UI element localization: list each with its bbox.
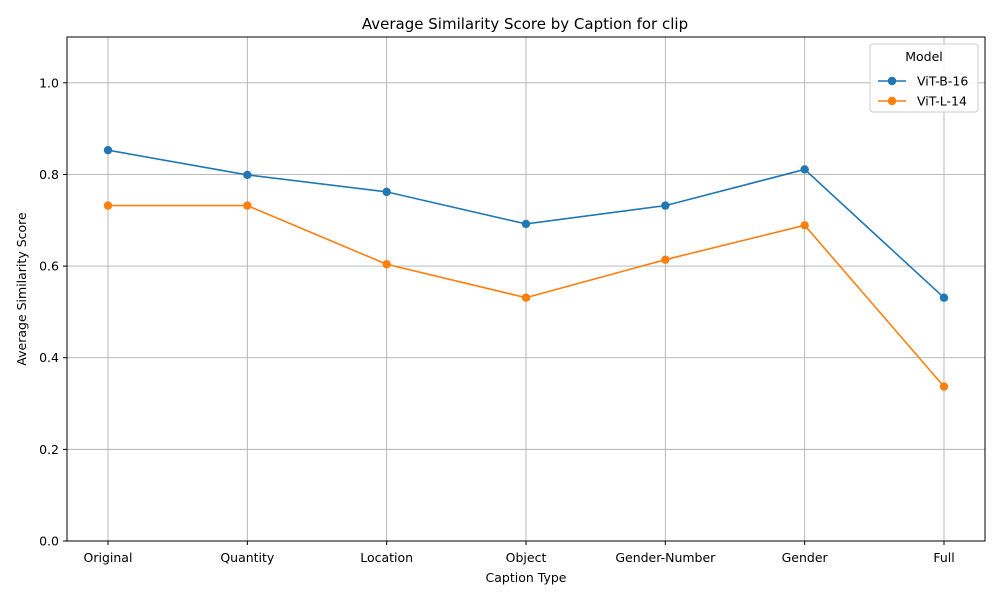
legend-marker (887, 76, 897, 86)
y-axis-ticks: 0.0 0.2 0.4 0.6 0.8 1.0 (39, 75, 67, 549)
data-point (521, 219, 531, 229)
data-point (661, 255, 670, 264)
legend-title: Model (905, 49, 943, 64)
x-tick-label: Object (506, 550, 547, 565)
x-axis-ticks: Original Quantity Location Object Gender-Num… (84, 541, 955, 565)
x-tick-label: Quantity (220, 550, 275, 565)
x-tick-label: Gender-Number (615, 550, 716, 565)
data-point (939, 382, 949, 391)
x-tick-label: Gender (782, 550, 829, 565)
x-tick-label: Original (84, 550, 133, 565)
legend-entry: ViT-B-16 (878, 74, 968, 89)
data-point (243, 170, 252, 180)
data-point (800, 221, 809, 230)
data-point (661, 201, 670, 210)
y-tick-label: 0.2 (39, 442, 59, 457)
legend-marker (887, 96, 897, 106)
grid-lines (67, 37, 985, 542)
series-ViT-L-14 (103, 201, 949, 391)
legend: Model ViT-B-16 ViT-L-14 (869, 43, 979, 113)
y-tick-label: 0.0 (39, 534, 59, 549)
x-axis-label: Caption Type (486, 570, 567, 585)
y-tick-label: 0.4 (39, 350, 59, 365)
data-point (103, 145, 113, 155)
data-point (800, 165, 809, 174)
data-point (103, 201, 113, 210)
legend-label: ViT-B-16 (917, 74, 968, 89)
data-point (382, 260, 391, 269)
series-layer (103, 145, 949, 391)
data-point (521, 293, 531, 302)
x-tick-label: Full (933, 550, 954, 565)
x-tick-label: Location (360, 550, 413, 565)
y-tick-label: 0.8 (39, 167, 59, 182)
y-tick-label: 0.6 (39, 259, 59, 274)
data-point (382, 187, 391, 197)
y-axis-label: Average Similarity Score (14, 212, 29, 366)
legend-entry: ViT-L-14 (878, 94, 967, 109)
legend-box (869, 43, 979, 113)
series-ViT-B-16 (103, 145, 949, 302)
y-tick-label: 1.0 (39, 75, 59, 90)
chart-title: Average Similarity Score by Caption for … (362, 15, 688, 33)
legend-label: ViT-L-14 (917, 94, 967, 109)
data-point (939, 293, 949, 302)
data-point (243, 201, 252, 210)
